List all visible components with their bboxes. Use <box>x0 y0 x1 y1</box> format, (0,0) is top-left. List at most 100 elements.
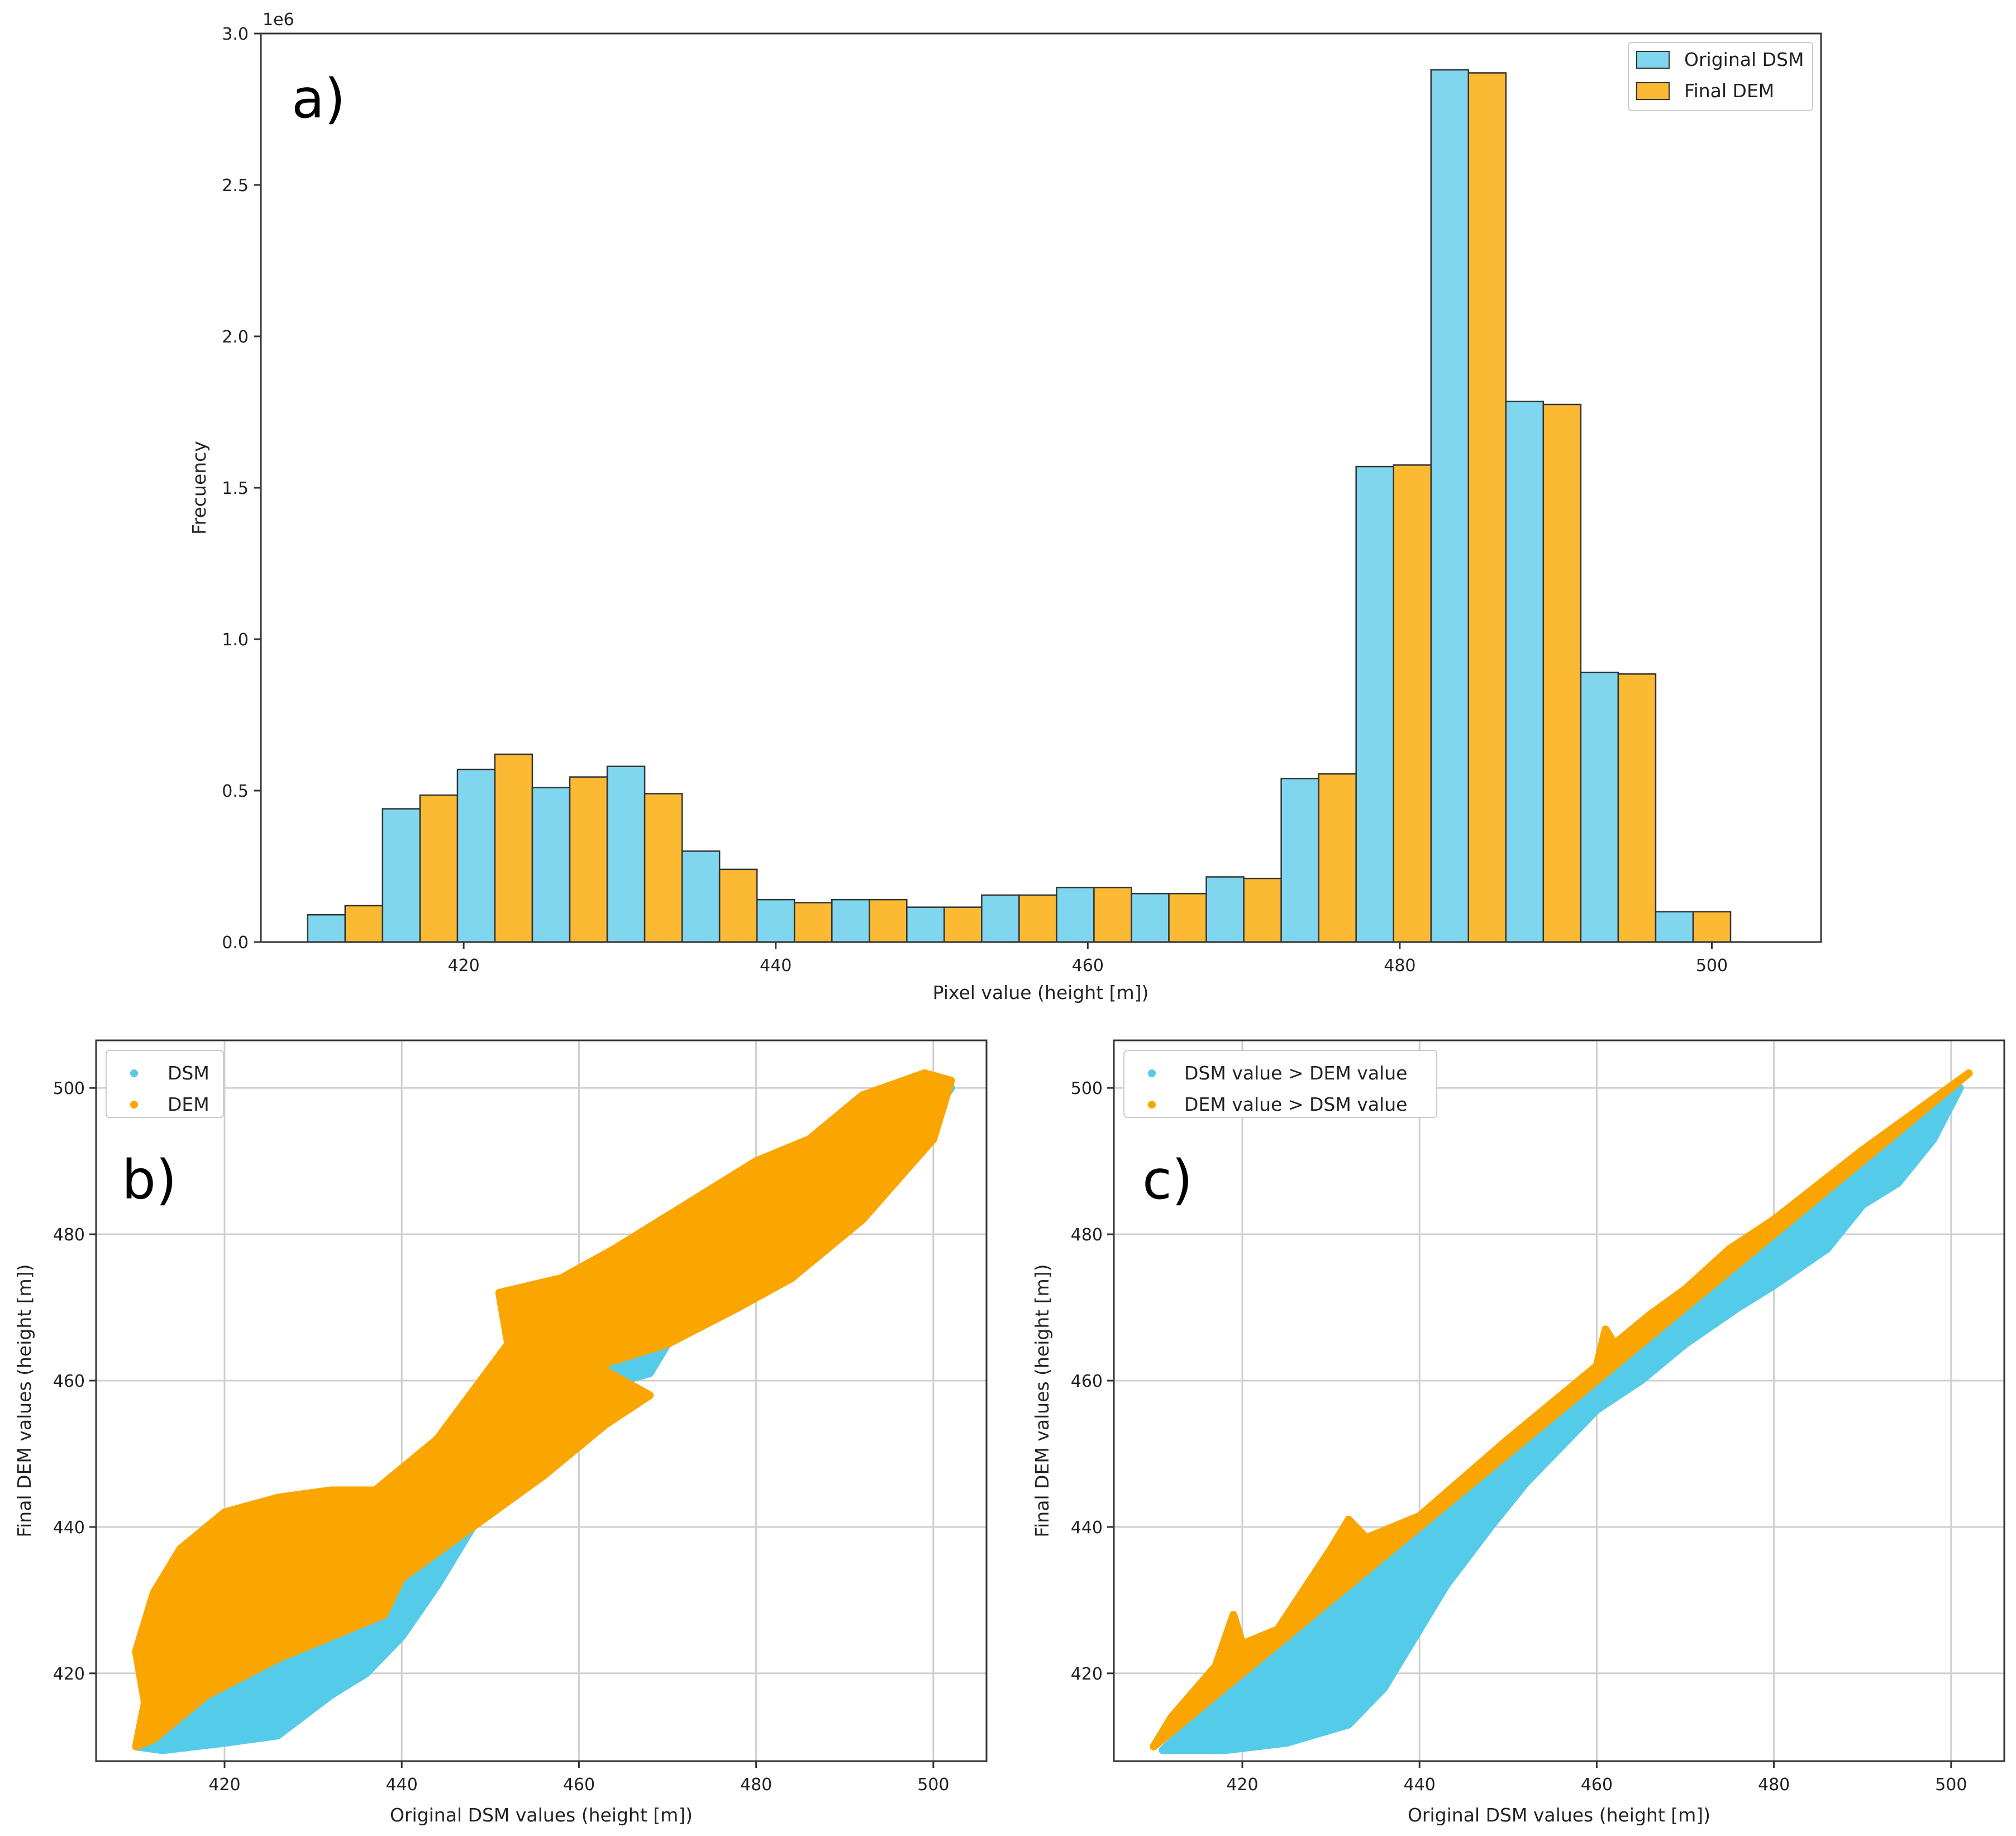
histogram-legend: Original DSM Final DEM <box>1628 42 1813 111</box>
scatter-b-x-tick-label: 460 <box>563 1775 595 1795</box>
scatter-c-y-tick-label: 420 <box>1071 1664 1103 1684</box>
histogram-y-tick-label: 2.5 <box>222 176 249 196</box>
scatter-c-points-dem <box>1150 1069 1973 1751</box>
scatter-c-frame <box>1113 1039 2005 1762</box>
bar-original-dsm <box>1056 887 1095 942</box>
scatter-b-x-tick-label: 420 <box>208 1775 240 1795</box>
scatter-b-y-tick-label: 480 <box>53 1225 85 1245</box>
histogram-ylabel: Frecuency <box>188 441 210 535</box>
scatter-b-points-dem <box>132 1069 955 1751</box>
scatter-b-points <box>132 1069 955 1754</box>
histogram-y-tick-label: 2.0 <box>222 327 249 347</box>
scatter-c-x-tick-label: 420 <box>1226 1775 1258 1795</box>
bar-original-dsm <box>1131 893 1170 942</box>
legend-label-dsm: DSM <box>168 1062 209 1084</box>
scatter-c-points-dsm <box>1159 1084 1964 1754</box>
bar-final-dem <box>1467 72 1507 942</box>
legend-marker-dsm <box>130 1069 138 1077</box>
bar-final-dem <box>1542 403 1582 942</box>
scatter-c-ylabel: Final DEM values (height [m]) <box>1031 1264 1053 1538</box>
bar-final-dem <box>1093 887 1132 942</box>
legend-label-dem: DEM <box>168 1093 209 1115</box>
bar-final-dem <box>1168 893 1207 942</box>
bar-final-dem <box>344 905 384 942</box>
bar-final-dem <box>943 906 983 942</box>
histogram-x-tick-label: 480 <box>1384 956 1416 976</box>
histogram-y-ticks: 0.0 0.5 1.0 1.5 2.0 2.5 3.0 <box>222 25 261 953</box>
bar-final-dem <box>869 898 908 942</box>
bar-final-dem <box>718 868 758 942</box>
histogram-y-offset: 1e6 <box>263 10 294 30</box>
histogram-x-tick-label: 460 <box>1072 956 1104 976</box>
bar-original-dsm <box>1655 911 1694 942</box>
scatter-c-y-tick-label: 460 <box>1071 1372 1103 1391</box>
histogram-chart: 0.0 0.5 1.0 1.5 2.0 2.5 3.0 420 440 460 480 500 1e… <box>188 10 1822 1003</box>
bar-final-dem <box>1318 773 1357 942</box>
scatter-c-x-tick-label: 440 <box>1404 1775 1436 1795</box>
bar-original-dsm <box>531 787 571 942</box>
bar-final-dem <box>494 753 533 942</box>
scatter-b-legend: DSM DEM <box>106 1050 224 1118</box>
bar-original-dsm <box>307 914 346 942</box>
scatter-b-panel-label: b) <box>122 1149 177 1211</box>
legend-label-dsm-gt-dem: DSM value > DEM value <box>1184 1062 1407 1084</box>
bar-original-dsm <box>981 894 1020 942</box>
scatter-b-y-tick-label: 420 <box>53 1664 85 1684</box>
bar-original-dsm <box>681 850 721 942</box>
scatter-b-y-tick-label: 460 <box>53 1372 85 1391</box>
scatter-c-xlabel: Original DSM values (height [m]) <box>1408 1804 1710 1826</box>
bar-original-dsm <box>606 765 646 942</box>
bar-final-dem <box>1393 464 1432 942</box>
scatter-c-panel-label: c) <box>1142 1149 1193 1211</box>
histogram-x-ticks: 420 440 460 480 500 <box>447 942 1728 976</box>
bar-original-dsm <box>1355 465 1394 942</box>
bar-original-dsm <box>831 898 870 942</box>
scatter-b-grid: 420 440 460 480 500 420 440 460 480 500 <box>53 1040 986 1795</box>
scatter-c-x-tick-label: 480 <box>1758 1775 1790 1795</box>
histogram-y-tick-label: 0.0 <box>222 933 249 953</box>
scatter-c-x-tick-label: 500 <box>1935 1775 1967 1795</box>
histogram-y-tick-label: 1.5 <box>222 479 249 498</box>
scatter-b-y-tick-label: 500 <box>53 1079 85 1098</box>
scatter-b-x-tick-label: 480 <box>740 1775 772 1795</box>
histogram-panel-label: a) <box>292 68 345 130</box>
scatter-b-x-tick-label: 500 <box>917 1775 949 1795</box>
scatter-b-x-tick-label: 440 <box>386 1775 418 1795</box>
bar-original-dsm <box>906 906 945 942</box>
histogram-xlabel: Pixel value (height [m]) <box>933 982 1149 1003</box>
scatter-b-y-tick-label: 440 <box>53 1518 85 1538</box>
bar-original-dsm <box>1430 69 1470 942</box>
bar-original-dsm <box>756 898 795 942</box>
bar-final-dem <box>569 776 608 942</box>
bar-original-dsm <box>1205 876 1245 942</box>
scatter-b-xlabel: Original DSM values (height [m]) <box>390 1804 693 1826</box>
bar-final-dem <box>1692 911 1732 942</box>
bar-original-dsm <box>1505 401 1545 942</box>
histogram-y-tick-label: 0.5 <box>222 782 249 801</box>
bar-original-dsm <box>1280 778 1319 942</box>
scatter-chart-c: 420 440 460 480 500 420 440 460 480 500 c) Origin… <box>1031 1039 2005 1826</box>
scatter-c-points <box>1150 1069 1973 1754</box>
bar-final-dem <box>1018 894 1057 942</box>
histogram-x-tick-label: 500 <box>1696 956 1728 976</box>
histogram-frame <box>260 32 1822 943</box>
histogram-legend-box <box>1628 42 1813 111</box>
bar-final-dem <box>1243 877 1282 942</box>
scatter-c-x-tick-label: 460 <box>1581 1775 1613 1795</box>
scatter-c-y-tick-label: 440 <box>1071 1518 1103 1538</box>
scatter-chart-b: 420 440 460 480 500 420 440 460 480 500 b) Origin… <box>13 1039 988 1826</box>
histogram-y-tick-label: 3.0 <box>222 25 249 44</box>
legend-label-final-dem: Final DEM <box>1684 80 1774 102</box>
bar-final-dem <box>1617 673 1657 942</box>
scatter-c-y-tick-label: 500 <box>1071 1079 1103 1098</box>
histogram-bars <box>307 69 1732 942</box>
bar-original-dsm <box>1580 672 1619 942</box>
histogram-x-tick-label: 420 <box>447 956 479 976</box>
legend-marker-dem-gt-dsm <box>1148 1101 1156 1109</box>
scatter-c-legend-box <box>1123 1050 1437 1118</box>
legend-label-original-dsm: Original DSM <box>1684 49 1804 70</box>
bar-final-dem <box>644 793 683 942</box>
legend-label-dem-gt-dsm: DEM value > DSM value <box>1184 1093 1407 1115</box>
legend-marker-dsm-gt-dem <box>1148 1069 1156 1077</box>
